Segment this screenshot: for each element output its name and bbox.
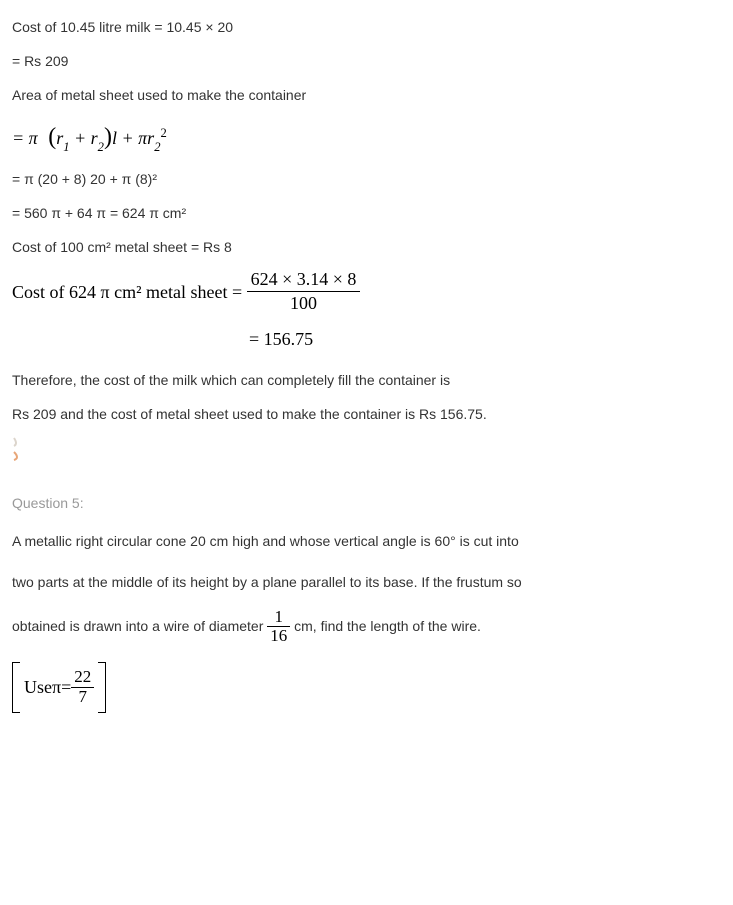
bracket-left-icon — [12, 662, 20, 712]
cost-formula-num: 624 × 3.14 × 8 — [247, 270, 361, 293]
pi-formula-content: Use π = 22 7 — [20, 662, 98, 712]
formula-r2: r — [91, 128, 98, 148]
q5-frac-den: 16 — [267, 627, 290, 646]
q5-diameter-frac: 1 16 — [267, 608, 290, 646]
pi-eq: = — [61, 672, 71, 703]
formula-eq: = — [12, 128, 29, 148]
solution-line-10: Rs 209 and the cost of metal sheet used … — [12, 403, 721, 427]
solution-line-6: = 560 π + 64 π = 624 π cm² — [12, 202, 721, 226]
solution-line-7: Cost of 100 cm² metal sheet = Rs 8 — [12, 236, 721, 260]
solution-line-1: Cost of 10.45 litre milk = 10.45 × 20 — [12, 16, 721, 40]
pi-frac: 22 7 — [71, 668, 94, 706]
q5-frac-num: 1 — [267, 608, 290, 628]
solution-line-2: = Rs 209 — [12, 50, 721, 74]
formula-r1-sub: 1 — [63, 140, 69, 154]
q5-text-b: two parts at the middle of its height by… — [12, 567, 721, 598]
decorative-curve-icon — [12, 436, 24, 448]
formula-r2b-sub: 2 — [154, 140, 160, 154]
formula-pi2: π — [138, 128, 147, 148]
pi-den: 7 — [71, 688, 94, 707]
decorative-curve-icon — [12, 450, 24, 462]
pi-use: Use — [24, 672, 52, 703]
pi-num: 22 — [71, 668, 94, 688]
solution-line-9: Therefore, the cost of the milk which ca… — [12, 369, 721, 393]
solution-line-3: Area of metal sheet used to make the con… — [12, 84, 721, 108]
cost-formula-block: Cost of 624 π cm² metal sheet = 624 × 3.… — [12, 270, 721, 315]
formula-pi: π — [29, 128, 38, 148]
cost-formula-left: Cost of 624 π cm² metal sheet = — [12, 277, 242, 308]
bracket-right-icon — [98, 662, 106, 712]
formula-sq: 2 — [160, 126, 166, 140]
question-5-label: Question 5: — [12, 492, 721, 516]
cost-formula-frac: 624 × 3.14 × 8 100 — [247, 270, 361, 315]
pi-value-formula: Use π = 22 7 — [12, 662, 106, 712]
cost-formula-result: = 156.75 — [249, 324, 721, 355]
pi-symbol: π — [52, 672, 61, 703]
q5-text-c: obtained is drawn into a wire of diamete… — [12, 608, 721, 646]
q5-text-c1: obtained is drawn into a wire of diamete… — [12, 618, 267, 634]
csa-formula: = π (r1 + r2)l + πr22 — [12, 117, 721, 158]
cost-formula-den: 100 — [247, 292, 361, 314]
solution-line-5: = π (20 + 8) 20 + π (8)² — [12, 168, 721, 192]
q5-text-c2: cm, find the length of the wire. — [294, 618, 481, 634]
formula-r2-sub: 2 — [98, 140, 104, 154]
question-5-text: A metallic right circular cone 20 cm hig… — [12, 526, 721, 646]
q5-text-a: A metallic right circular cone 20 cm hig… — [12, 526, 721, 557]
formula-plus2: + — [117, 128, 138, 148]
formula-plus: + — [70, 128, 91, 148]
